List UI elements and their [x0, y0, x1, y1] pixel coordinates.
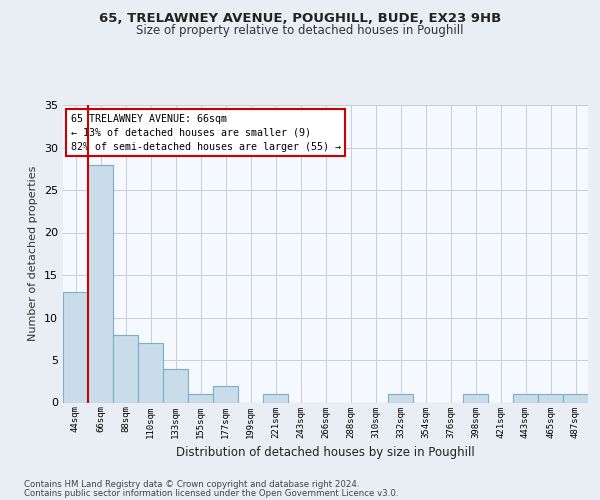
- Text: Contains public sector information licensed under the Open Government Licence v3: Contains public sector information licen…: [24, 488, 398, 498]
- Bar: [63, 292, 88, 403]
- Bar: [563, 394, 588, 402]
- Y-axis label: Number of detached properties: Number of detached properties: [28, 166, 38, 342]
- Bar: [388, 394, 413, 402]
- Bar: [113, 334, 138, 402]
- Text: Size of property relative to detached houses in Poughill: Size of property relative to detached ho…: [136, 24, 464, 37]
- Bar: [213, 386, 238, 402]
- Bar: [538, 394, 563, 402]
- X-axis label: Distribution of detached houses by size in Poughill: Distribution of detached houses by size …: [176, 446, 475, 459]
- Bar: [163, 368, 188, 402]
- Bar: [138, 343, 163, 402]
- Bar: [263, 394, 288, 402]
- Bar: [88, 164, 113, 402]
- Text: Contains HM Land Registry data © Crown copyright and database right 2024.: Contains HM Land Registry data © Crown c…: [24, 480, 359, 489]
- Text: 65 TRELAWNEY AVENUE: 66sqm
← 13% of detached houses are smaller (9)
82% of semi-: 65 TRELAWNEY AVENUE: 66sqm ← 13% of deta…: [71, 114, 341, 152]
- Bar: [513, 394, 538, 402]
- Bar: [463, 394, 488, 402]
- Bar: [188, 394, 213, 402]
- Text: 65, TRELAWNEY AVENUE, POUGHILL, BUDE, EX23 9HB: 65, TRELAWNEY AVENUE, POUGHILL, BUDE, EX…: [99, 12, 501, 26]
